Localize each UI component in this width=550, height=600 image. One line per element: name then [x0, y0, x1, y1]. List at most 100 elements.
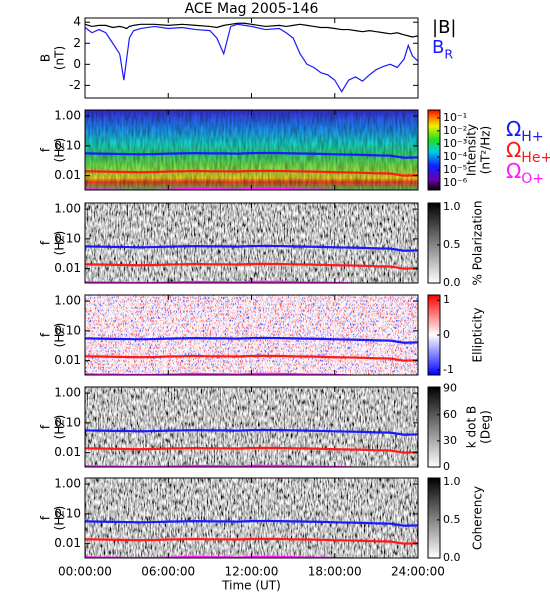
y-tick-label: 1.00	[54, 477, 81, 491]
gyrofrequency-line	[85, 519, 418, 527]
y-tick-label: 0.10	[54, 138, 81, 152]
colorbar	[427, 202, 441, 284]
chart-title: ACE Mag 2005-146	[185, 1, 319, 17]
y-tick-label: 1.00	[54, 109, 81, 123]
spectrogram	[85, 295, 418, 375]
colorbar-tick-label: 0.5	[443, 513, 461, 526]
colorbar-tick-label: 10⁻⁵	[443, 163, 467, 176]
colorbar-tick-label: 0.0	[443, 276, 461, 289]
y-axis-title: (Hz)	[53, 138, 67, 163]
legend-label: ΩO+	[506, 159, 544, 188]
legend-subscript: O+	[521, 171, 544, 187]
colorbar-tick-label: 10⁻⁴	[443, 150, 468, 163]
colorbar-tick-label: 10⁻¹	[443, 111, 467, 124]
gyrofrequency-line	[85, 336, 418, 344]
colorbar-label: Ellipticity	[471, 308, 485, 363]
y-tick-label: 0.01	[54, 261, 81, 275]
legend-name: |B|	[432, 17, 456, 38]
y-axis-title: f	[39, 424, 53, 429]
colorbar-label: (nT²/Hz)	[479, 126, 493, 174]
colorbar-tick-label: 1.0	[443, 200, 461, 213]
x-tick-label: 24:00:00	[391, 565, 445, 579]
colorbar-tick-label: 0	[443, 460, 450, 473]
colorbar-tick-label: 10⁻³	[443, 137, 467, 150]
plot-area	[85, 478, 418, 558]
colorbar-tick-label: 1	[443, 293, 450, 306]
y-tick-label: -2	[69, 78, 81, 92]
legend-label: |B|	[432, 17, 456, 38]
x-tick-label: 18:00:00	[308, 565, 362, 579]
y-tick-label: 0.01	[54, 536, 81, 550]
legend-name: Ω	[506, 117, 521, 141]
gyrofrequency-line	[85, 446, 418, 454]
y-axis-title: f	[39, 332, 53, 337]
legend-name: Ω	[506, 138, 521, 162]
y-tick-label: 2	[73, 36, 81, 50]
x-tick-label: 00:00:00	[58, 565, 112, 579]
x-tick-label: 12:00:00	[225, 565, 279, 579]
y-tick-label: 0.10	[54, 231, 81, 245]
y-axis-title: (Hz)	[53, 506, 67, 531]
gyrofrequency-line	[85, 151, 418, 159]
y-axis-title: f	[39, 147, 53, 152]
colorbar-label: Coherency	[471, 486, 485, 550]
plot-area	[85, 22, 418, 93]
y-tick-label: 0.10	[54, 323, 81, 337]
y-tick-label: 4	[73, 15, 81, 29]
plot-area	[85, 110, 418, 190]
legend-subscript: R	[444, 46, 453, 61]
y-tick-label: 0	[73, 57, 81, 71]
y-tick-label: 1.00	[54, 294, 81, 308]
y-tick-label: 0.10	[54, 506, 81, 520]
y-axis-title: (Hz)	[53, 231, 67, 256]
y-axis-title: f	[39, 515, 53, 520]
legend-subscript: He+	[521, 150, 550, 166]
legend-label: ΩH+	[506, 117, 544, 146]
colorbar-tick-label: 0.5	[443, 238, 461, 251]
y-tick-label: 1.00	[54, 386, 81, 400]
y-axis-title: B	[39, 54, 53, 62]
colorbar-tick-label: 0.0	[443, 551, 461, 564]
y-tick-label: 0.01	[54, 445, 81, 459]
y-tick-label: 0.10	[54, 415, 81, 429]
y-tick-label: 0.01	[54, 353, 81, 367]
plot-area	[85, 387, 418, 467]
colorbar-tick-label: 90	[443, 382, 457, 395]
colorbar	[427, 109, 441, 191]
gyrofrequency-line	[85, 354, 418, 362]
x-tick-label: 06:00:00	[141, 565, 195, 579]
colorbar-label: % Polarization	[471, 201, 485, 286]
colorbar	[427, 386, 441, 468]
colorbar-tick-label: 1.0	[443, 475, 461, 488]
spectrogram	[85, 387, 418, 467]
colorbar-tick-label: 10⁻⁶	[443, 176, 468, 189]
spectrogram	[85, 478, 418, 558]
gyrofrequency-line	[85, 169, 418, 177]
plot-area	[85, 203, 418, 283]
legend-name: B	[432, 37, 444, 58]
y-axis-title: f	[39, 240, 53, 245]
legend-subscript: H+	[521, 129, 543, 145]
legend-label: ΩHe+	[506, 138, 550, 167]
colorbar-label: (Deg)	[479, 410, 493, 444]
colorbar-tick-label: 10⁻²	[443, 124, 467, 137]
colorbar-tick-label: 0	[443, 328, 450, 341]
data-line	[85, 22, 418, 38]
colorbar-tick-label: 60	[443, 408, 457, 421]
y-tick-label: 0.01	[54, 168, 81, 182]
data-line	[85, 23, 418, 93]
gyrofrequency-line	[85, 262, 418, 270]
x-axis-title: Time (UT)	[221, 579, 281, 593]
y-axis-title: (nT)	[53, 46, 67, 70]
colorbar-tick-label: -1	[443, 363, 454, 376]
colorbar-label: Intensity	[465, 124, 479, 176]
y-axis-title: (Hz)	[53, 415, 67, 440]
legend-label: BR	[432, 37, 453, 61]
colorbar	[427, 477, 441, 559]
gyrofrequency-line	[85, 428, 418, 436]
gyrofrequency-line	[85, 537, 418, 545]
legend-name: Ω	[506, 159, 521, 183]
y-tick-label: 1.00	[54, 202, 81, 216]
